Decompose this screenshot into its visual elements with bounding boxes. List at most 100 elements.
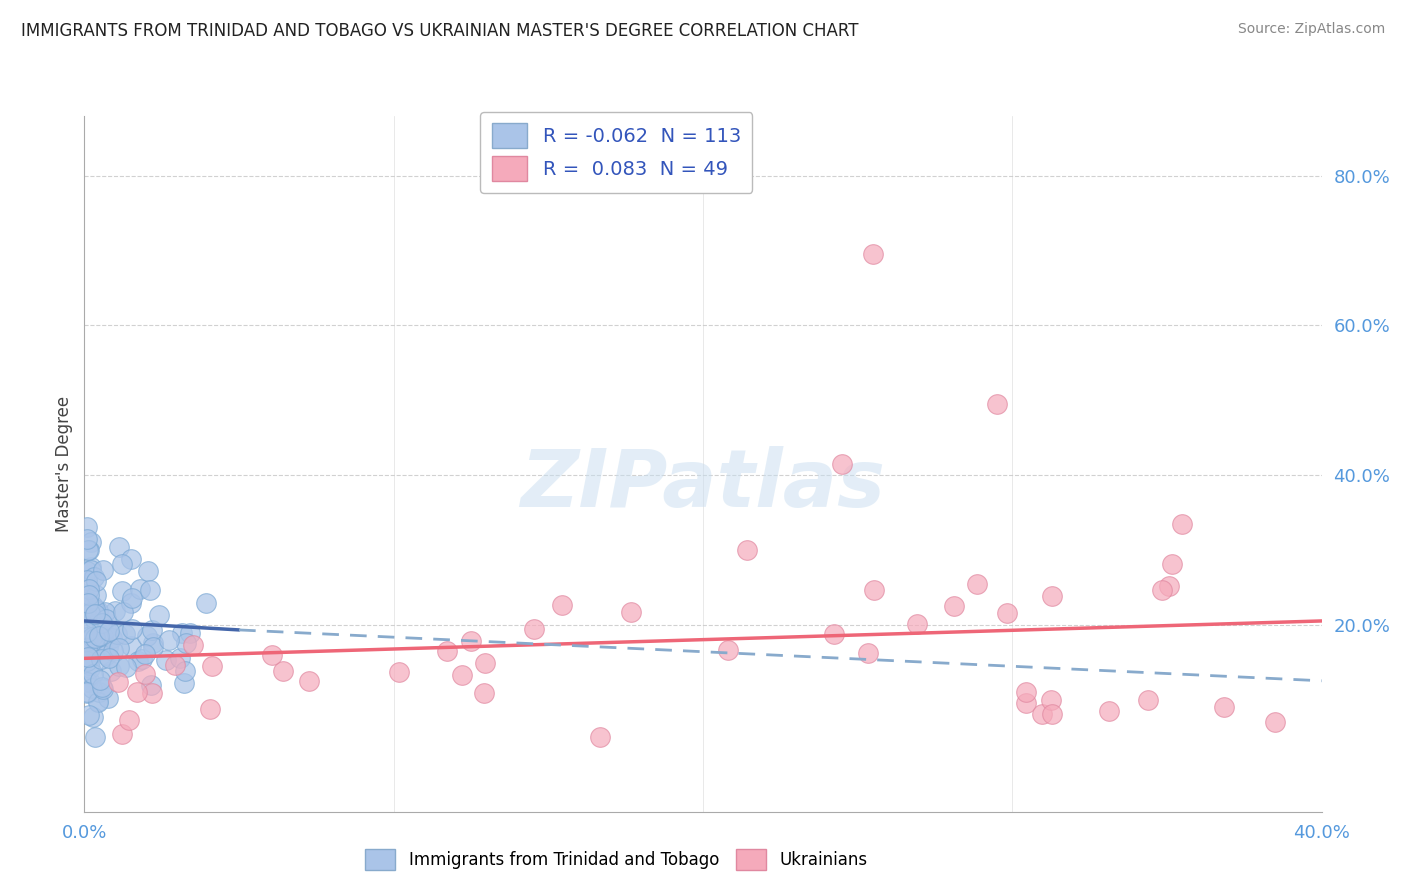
- Point: [76, 654, 98, 668]
- Point: [84, 588, 107, 602]
- Point: [96, 622, 118, 636]
- Point: [170, 626, 193, 640]
- Point: [474, 656, 496, 670]
- Point: [91, 680, 114, 694]
- Point: [82, 599, 104, 613]
- Point: [76, 635, 98, 649]
- Point: [120, 596, 142, 610]
- Point: [79, 606, 101, 620]
- Point: [1159, 579, 1181, 593]
- Point: [80, 681, 103, 696]
- Point: [91, 682, 114, 697]
- Point: [589, 730, 612, 744]
- Point: [83, 608, 105, 623]
- Point: [450, 667, 472, 681]
- Point: [79, 675, 101, 690]
- Point: [1097, 704, 1119, 718]
- Point: [76, 542, 98, 557]
- Point: [97, 651, 120, 665]
- Point: [76, 686, 98, 700]
- Point: [77, 650, 100, 665]
- Text: ZIPatlas: ZIPatlas: [520, 446, 886, 524]
- Point: [118, 713, 141, 727]
- Point: [105, 627, 128, 641]
- Point: [551, 599, 574, 613]
- Point: [1264, 714, 1286, 729]
- Point: [103, 644, 125, 658]
- Point: [76, 640, 98, 654]
- Point: [905, 617, 928, 632]
- Point: [77, 658, 100, 673]
- Point: [82, 667, 104, 681]
- Point: [114, 659, 136, 673]
- Point: [108, 659, 131, 673]
- Point: [107, 675, 129, 690]
- Point: [198, 701, 221, 715]
- Point: [77, 594, 100, 608]
- Point: [388, 665, 411, 679]
- Point: [271, 665, 294, 679]
- Point: [1040, 692, 1063, 706]
- Point: [76, 633, 98, 648]
- Point: [76, 625, 98, 640]
- Point: [1015, 696, 1038, 710]
- Text: IMMIGRANTS FROM TRINIDAD AND TOBAGO VS UKRAINIAN MASTER'S DEGREE CORRELATION CHA: IMMIGRANTS FROM TRINIDAD AND TOBAGO VS U…: [21, 22, 859, 40]
- Point: [83, 611, 105, 625]
- Point: [76, 634, 98, 648]
- Point: [97, 624, 120, 638]
- Point: [100, 664, 122, 678]
- Point: [1040, 707, 1063, 722]
- Point: [114, 627, 136, 641]
- Point: [1015, 685, 1038, 699]
- Point: [76, 573, 98, 587]
- Point: [174, 636, 197, 650]
- Point: [87, 628, 110, 642]
- Point: [93, 628, 115, 642]
- Point: [76, 532, 98, 546]
- Point: [179, 625, 201, 640]
- Point: [80, 563, 103, 577]
- Point: [181, 638, 204, 652]
- Point: [121, 623, 143, 637]
- Point: [77, 588, 100, 602]
- Point: [620, 605, 643, 619]
- Point: [523, 622, 546, 636]
- Point: [87, 626, 110, 640]
- Point: [717, 642, 740, 657]
- Point: [84, 730, 107, 744]
- Point: [194, 596, 217, 610]
- Point: [87, 685, 110, 699]
- Point: [108, 540, 131, 554]
- Point: [831, 457, 853, 471]
- Point: [104, 604, 127, 618]
- Point: [94, 612, 117, 626]
- Point: [89, 673, 111, 687]
- Point: [82, 630, 104, 644]
- Point: [84, 615, 107, 630]
- Point: [148, 607, 170, 622]
- Point: [76, 586, 98, 600]
- Point: [1040, 589, 1063, 603]
- Text: Source: ZipAtlas.com: Source: ZipAtlas.com: [1237, 22, 1385, 37]
- Point: [863, 582, 886, 597]
- Point: [97, 640, 120, 655]
- Point: [1171, 516, 1194, 531]
- Y-axis label: Master's Degree: Master's Degree: [55, 396, 73, 532]
- Point: [84, 602, 107, 616]
- Point: [157, 632, 180, 647]
- Point: [91, 636, 114, 650]
- Point: [79, 660, 101, 674]
- Point: [1213, 700, 1236, 714]
- Point: [298, 673, 321, 688]
- Point: [120, 639, 142, 653]
- Point: [97, 691, 120, 706]
- Point: [120, 552, 142, 566]
- Point: [111, 727, 134, 741]
- Point: [93, 605, 115, 619]
- Point: [169, 651, 191, 665]
- Point: [79, 641, 101, 656]
- Point: [83, 603, 105, 617]
- Point: [127, 654, 149, 668]
- Point: [84, 644, 107, 658]
- Point: [82, 639, 104, 653]
